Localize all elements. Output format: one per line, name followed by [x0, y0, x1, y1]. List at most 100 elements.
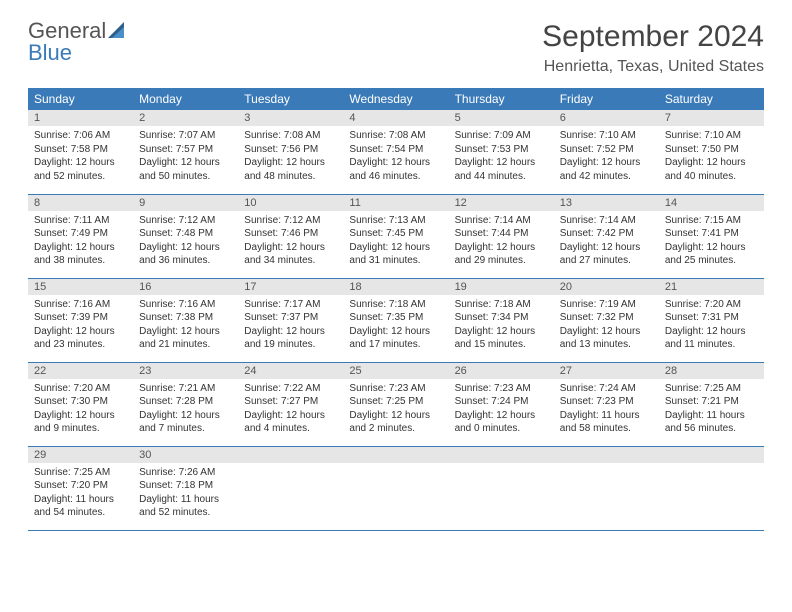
month-title: September 2024 [542, 20, 764, 54]
day-number: 2 [133, 110, 238, 126]
day-sunrise: Sunrise: 7:13 AM [349, 214, 442, 228]
day-body: Sunrise: 7:10 AMSunset: 7:50 PMDaylight:… [659, 126, 764, 187]
day-daylight: Daylight: 12 hours and 50 minutes. [139, 156, 232, 183]
day-daylight: Daylight: 12 hours and 11 minutes. [665, 325, 758, 352]
calendar-cell: 8Sunrise: 7:11 AMSunset: 7:49 PMDaylight… [28, 194, 133, 278]
calendar-cell: 12Sunrise: 7:14 AMSunset: 7:44 PMDayligh… [449, 194, 554, 278]
calendar-cell: 25Sunrise: 7:23 AMSunset: 7:25 PMDayligh… [343, 362, 448, 446]
day-sunset: Sunset: 7:52 PM [560, 143, 653, 157]
weekday-header: Saturday [659, 88, 764, 110]
day-daylight: Daylight: 12 hours and 4 minutes. [244, 409, 337, 436]
day-daylight: Daylight: 12 hours and 48 minutes. [244, 156, 337, 183]
calendar-cell: 18Sunrise: 7:18 AMSunset: 7:35 PMDayligh… [343, 278, 448, 362]
day-daylight: Daylight: 12 hours and 9 minutes. [34, 409, 127, 436]
calendar-cell: 14Sunrise: 7:15 AMSunset: 7:41 PMDayligh… [659, 194, 764, 278]
calendar-cell: 27Sunrise: 7:24 AMSunset: 7:23 PMDayligh… [554, 362, 659, 446]
weekday-header: Friday [554, 88, 659, 110]
calendar-week-row: 29Sunrise: 7:25 AMSunset: 7:20 PMDayligh… [28, 446, 764, 530]
day-sunrise: Sunrise: 7:25 AM [665, 382, 758, 396]
day-number: 12 [449, 195, 554, 211]
day-number: 18 [343, 279, 448, 295]
day-sunrise: Sunrise: 7:08 AM [349, 129, 442, 143]
day-sunset: Sunset: 7:44 PM [455, 227, 548, 241]
day-sunrise: Sunrise: 7:17 AM [244, 298, 337, 312]
day-body: Sunrise: 7:10 AMSunset: 7:52 PMDaylight:… [554, 126, 659, 187]
day-sunrise: Sunrise: 7:23 AM [455, 382, 548, 396]
day-number: 26 [449, 363, 554, 379]
day-sunset: Sunset: 7:24 PM [455, 395, 548, 409]
day-sunset: Sunset: 7:34 PM [455, 311, 548, 325]
day-daylight: Daylight: 11 hours and 58 minutes. [560, 409, 653, 436]
day-sunset: Sunset: 7:53 PM [455, 143, 548, 157]
logo: General Blue [28, 20, 128, 64]
day-number: 22 [28, 363, 133, 379]
empty-daynum [659, 447, 764, 463]
calendar-cell: 13Sunrise: 7:14 AMSunset: 7:42 PMDayligh… [554, 194, 659, 278]
calendar-week-row: 8Sunrise: 7:11 AMSunset: 7:49 PMDaylight… [28, 194, 764, 278]
day-sunset: Sunset: 7:57 PM [139, 143, 232, 157]
day-body: Sunrise: 7:14 AMSunset: 7:42 PMDaylight:… [554, 211, 659, 272]
day-body: Sunrise: 7:20 AMSunset: 7:31 PMDaylight:… [659, 295, 764, 356]
day-sunset: Sunset: 7:25 PM [349, 395, 442, 409]
day-sunrise: Sunrise: 7:16 AM [34, 298, 127, 312]
day-sunrise: Sunrise: 7:15 AM [665, 214, 758, 228]
day-body: Sunrise: 7:21 AMSunset: 7:28 PMDaylight:… [133, 379, 238, 440]
day-sunset: Sunset: 7:27 PM [244, 395, 337, 409]
calendar-cell: 20Sunrise: 7:19 AMSunset: 7:32 PMDayligh… [554, 278, 659, 362]
day-sunrise: Sunrise: 7:11 AM [34, 214, 127, 228]
calendar-cell: 26Sunrise: 7:23 AMSunset: 7:24 PMDayligh… [449, 362, 554, 446]
day-daylight: Daylight: 11 hours and 56 minutes. [665, 409, 758, 436]
day-sunrise: Sunrise: 7:18 AM [349, 298, 442, 312]
day-sunrise: Sunrise: 7:12 AM [139, 214, 232, 228]
day-sunrise: Sunrise: 7:09 AM [455, 129, 548, 143]
day-daylight: Daylight: 11 hours and 52 minutes. [139, 493, 232, 520]
day-sunrise: Sunrise: 7:20 AM [665, 298, 758, 312]
calendar-table: SundayMondayTuesdayWednesdayThursdayFrid… [28, 88, 764, 531]
day-number: 9 [133, 195, 238, 211]
day-daylight: Daylight: 12 hours and 42 minutes. [560, 156, 653, 183]
day-sunrise: Sunrise: 7:26 AM [139, 466, 232, 480]
calendar-cell: 30Sunrise: 7:26 AMSunset: 7:18 PMDayligh… [133, 446, 238, 530]
day-body: Sunrise: 7:18 AMSunset: 7:34 PMDaylight:… [449, 295, 554, 356]
day-number: 6 [554, 110, 659, 126]
calendar-cell: 9Sunrise: 7:12 AMSunset: 7:48 PMDaylight… [133, 194, 238, 278]
day-sunset: Sunset: 7:39 PM [34, 311, 127, 325]
day-sunset: Sunset: 7:49 PM [34, 227, 127, 241]
day-number: 10 [238, 195, 343, 211]
day-body: Sunrise: 7:24 AMSunset: 7:23 PMDaylight:… [554, 379, 659, 440]
day-sunrise: Sunrise: 7:21 AM [139, 382, 232, 396]
day-sunset: Sunset: 7:54 PM [349, 143, 442, 157]
calendar-cell: 29Sunrise: 7:25 AMSunset: 7:20 PMDayligh… [28, 446, 133, 530]
day-daylight: Daylight: 12 hours and 40 minutes. [665, 156, 758, 183]
day-daylight: Daylight: 12 hours and 7 minutes. [139, 409, 232, 436]
calendar-cell: 4Sunrise: 7:08 AMSunset: 7:54 PMDaylight… [343, 110, 448, 194]
day-sunset: Sunset: 7:50 PM [665, 143, 758, 157]
day-sunset: Sunset: 7:18 PM [139, 479, 232, 493]
day-number: 29 [28, 447, 133, 463]
day-daylight: Daylight: 12 hours and 0 minutes. [455, 409, 548, 436]
calendar-cell: 16Sunrise: 7:16 AMSunset: 7:38 PMDayligh… [133, 278, 238, 362]
day-daylight: Daylight: 12 hours and 21 minutes. [139, 325, 232, 352]
calendar-cell: 6Sunrise: 7:10 AMSunset: 7:52 PMDaylight… [554, 110, 659, 194]
day-number: 14 [659, 195, 764, 211]
calendar-cell [343, 446, 448, 530]
day-body: Sunrise: 7:23 AMSunset: 7:24 PMDaylight:… [449, 379, 554, 440]
day-daylight: Daylight: 12 hours and 38 minutes. [34, 241, 127, 268]
day-number: 5 [449, 110, 554, 126]
day-body: Sunrise: 7:25 AMSunset: 7:21 PMDaylight:… [659, 379, 764, 440]
day-sunrise: Sunrise: 7:07 AM [139, 129, 232, 143]
day-number: 1 [28, 110, 133, 126]
calendar-cell: 28Sunrise: 7:25 AMSunset: 7:21 PMDayligh… [659, 362, 764, 446]
location: Henrietta, Texas, United States [542, 58, 764, 76]
day-sunrise: Sunrise: 7:08 AM [244, 129, 337, 143]
calendar-cell: 1Sunrise: 7:06 AMSunset: 7:58 PMDaylight… [28, 110, 133, 194]
day-sunset: Sunset: 7:38 PM [139, 311, 232, 325]
day-number: 13 [554, 195, 659, 211]
day-body: Sunrise: 7:13 AMSunset: 7:45 PMDaylight:… [343, 211, 448, 272]
calendar-week-row: 15Sunrise: 7:16 AMSunset: 7:39 PMDayligh… [28, 278, 764, 362]
day-body: Sunrise: 7:26 AMSunset: 7:18 PMDaylight:… [133, 463, 238, 524]
day-number: 19 [449, 279, 554, 295]
calendar-cell: 10Sunrise: 7:12 AMSunset: 7:46 PMDayligh… [238, 194, 343, 278]
day-daylight: Daylight: 12 hours and 15 minutes. [455, 325, 548, 352]
logo-part2: Blue [28, 40, 72, 65]
